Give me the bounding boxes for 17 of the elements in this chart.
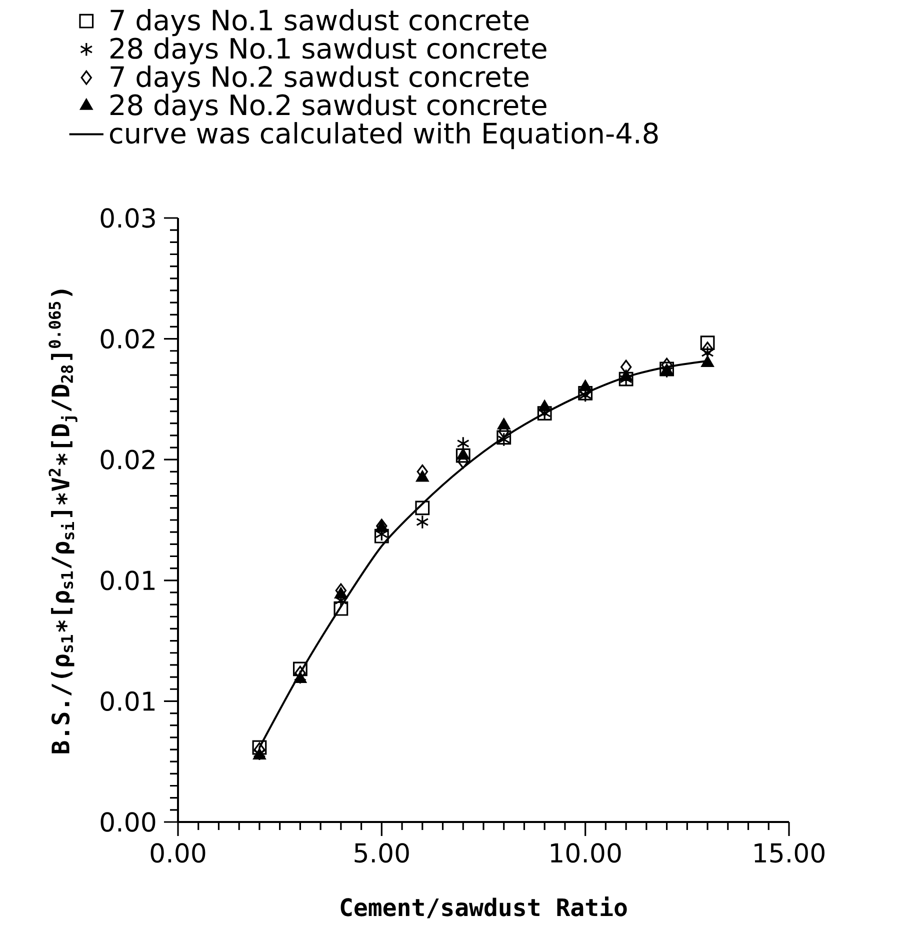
x-tick-label: 10.00 bbox=[550, 843, 621, 863]
legend-label: 28 days No.2 sawdust concrete bbox=[110, 94, 546, 121]
y-tick-label: 0.01 bbox=[100, 570, 155, 590]
legend-label: 7 days No.2 sawdust concrete bbox=[110, 66, 529, 93]
y-tick-label: 0.03 bbox=[100, 208, 155, 228]
legend-label: 7 days No.1 sawdust concrete bbox=[110, 8, 529, 36]
legend-label: 28 days No.1 sawdust concrete bbox=[110, 37, 546, 64]
y-tick-label: 0.01 bbox=[100, 691, 155, 712]
y-tick-label: 0.00 bbox=[100, 812, 156, 832]
legend-label: curve was calculated with Equation-4.8 bbox=[110, 122, 658, 150]
x-tick-label: 5.00 bbox=[354, 843, 409, 863]
text: B.S./(ρ$_{s1}$∗[ρ$_{s1}$/ρ$_{si}$]∗V$^{2}$∗[D$_{j}$/D$_{28}$]$^{0.065}$) bbox=[48, 290, 78, 754]
x-tick-label: 0.00 bbox=[150, 843, 206, 863]
y-tick-label: 0.02 bbox=[100, 328, 154, 349]
y-tick-label: 0.02 bbox=[100, 450, 154, 470]
x-axis-title: Cement/sawdust Ratio bbox=[340, 896, 627, 918]
x-tick-label: 15.00 bbox=[754, 843, 824, 863]
